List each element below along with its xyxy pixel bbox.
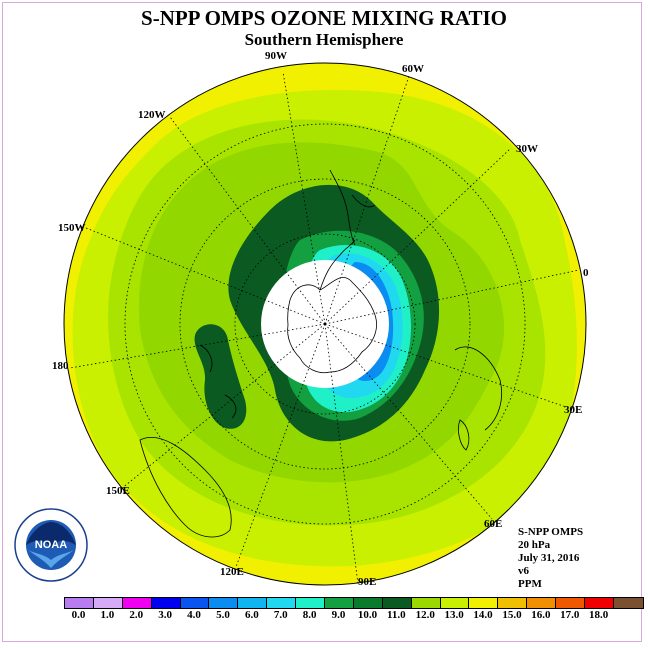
colorbar-swatch — [65, 598, 94, 608]
colorbar-swatch — [238, 598, 268, 608]
meridian-150w — [85, 227, 326, 325]
colorbar-swatch — [556, 598, 586, 608]
latitude-circle-mid — [179, 178, 471, 470]
colorbar-tick-label: 17.0 — [560, 609, 580, 621]
meridian-120w — [169, 116, 326, 325]
colorbar-tick-label: 15.0 — [502, 609, 522, 621]
colorbar-swatch — [411, 598, 441, 608]
lon-label-120w: 120W — [138, 109, 166, 121]
lon-label-30e: 30E — [564, 404, 583, 416]
colorbar-swatch — [585, 598, 614, 608]
product-info: S-NPP OMPS 20 hPa July 31, 2016 v6 PPM — [518, 526, 583, 591]
colorbar-swatch — [440, 598, 470, 608]
colorbar-swatch — [498, 598, 528, 608]
antarctica-coast — [287, 277, 377, 374]
south-america-coast — [329, 169, 376, 246]
colorbar-tick-label: 14.0 — [473, 609, 493, 621]
colorbar-swatch — [180, 598, 210, 608]
colorbar-tick-label: 8.0 — [302, 609, 317, 621]
meridian-180 — [69, 323, 326, 369]
colorbar-ticks: 0.0 1.0 2.0 3.0 4.0 5.0 6.0 7.0 8.0 9.0 10.0 11.0 12… — [50, 609, 610, 623]
lon-label-60e: 60E — [484, 518, 503, 530]
new-zealand-coast — [199, 344, 237, 419]
colorbar-swatch — [325, 598, 354, 608]
map-boundary — [63, 62, 587, 586]
south-pole-dot — [323, 322, 327, 326]
meridian-0 — [324, 269, 580, 325]
meridian-90w — [282, 71, 326, 325]
colorbar-swatch — [122, 598, 152, 608]
lon-label-180: 180 — [52, 360, 69, 372]
info-level: 20 hPa — [518, 539, 551, 551]
colorbar-tick-label: 0.0 — [71, 609, 86, 621]
info-date: July 31, 2016 — [518, 552, 580, 564]
meridian-30e — [324, 323, 567, 408]
colorbar-swatch — [469, 598, 499, 608]
colorbar-swatch — [527, 598, 557, 608]
coastlines — [139, 169, 502, 538]
colorbar-swatch — [151, 598, 181, 608]
info-version: v6 — [518, 565, 529, 577]
meridian-60e — [324, 323, 493, 520]
info-instrument: S-NPP OMPS — [518, 526, 584, 538]
meridian-120e — [235, 323, 326, 568]
colorbar-swatch — [353, 598, 383, 608]
meridian-30w — [324, 147, 512, 325]
colorbar-tick-label: 10.0 — [357, 609, 378, 621]
lon-label-90e: 90E — [358, 576, 377, 588]
colorbar — [64, 597, 644, 609]
lon-label-150e: 150E — [106, 485, 130, 497]
latitude-circle-inner — [234, 233, 416, 415]
australia-coast — [139, 436, 232, 538]
colorbar-swatch — [267, 598, 297, 608]
lon-label-30w: 30W — [516, 143, 538, 155]
africa-coast — [454, 346, 502, 431]
colorbar-swatch — [296, 598, 326, 608]
noaa-logo-icon: NOAA — [14, 508, 88, 582]
colorbar-tick-label: 7.0 — [273, 609, 288, 621]
colorbar-tick-label: 13.0 — [444, 609, 464, 621]
colorbar-swatch — [209, 598, 239, 608]
figure-frame — [2, 2, 642, 642]
colorbar-tick-label: 12.0 — [415, 609, 435, 621]
colorbar-swatch — [93, 598, 123, 608]
lon-label-150w: 150W — [58, 222, 86, 234]
lon-label-0: 0 — [583, 267, 589, 279]
colorbar-swatch — [613, 598, 643, 608]
colorbar-tick-label: 1.0 — [100, 609, 115, 621]
logo-text: NOAA — [35, 539, 67, 551]
lon-label-90w: 90W — [265, 50, 287, 62]
colorbar-tick-label: 3.0 — [158, 609, 173, 621]
colorbar-tick-label: 11.0 — [387, 609, 406, 621]
lon-label-60w: 60W — [402, 63, 424, 75]
colorbar-tick-label: 9.0 — [331, 609, 346, 621]
madagascar-coast — [458, 419, 470, 451]
colorbar-swatch — [382, 598, 412, 608]
page-title: S-NPP OMPS OZONE MIXING RATIO — [141, 6, 507, 30]
colorbar-tick-label: 18.0 — [589, 609, 609, 621]
graticule — [69, 71, 580, 585]
info-units: PPM — [518, 578, 542, 590]
colorbar-tick-label: 6.0 — [244, 609, 259, 621]
antarctic-peninsula-coast — [319, 239, 356, 291]
latitude-circle-outer — [124, 123, 526, 525]
colorbar-tick-label: 16.0 — [531, 609, 551, 621]
colorbar-tick-label: 5.0 — [216, 609, 230, 621]
page-subtitle: Southern Hemisphere — [244, 30, 404, 49]
colorbar-tick-label: 2.0 — [129, 609, 144, 621]
colorbar-tick-label: 4.0 — [187, 609, 201, 621]
lon-label-120e: 120E — [220, 566, 244, 578]
